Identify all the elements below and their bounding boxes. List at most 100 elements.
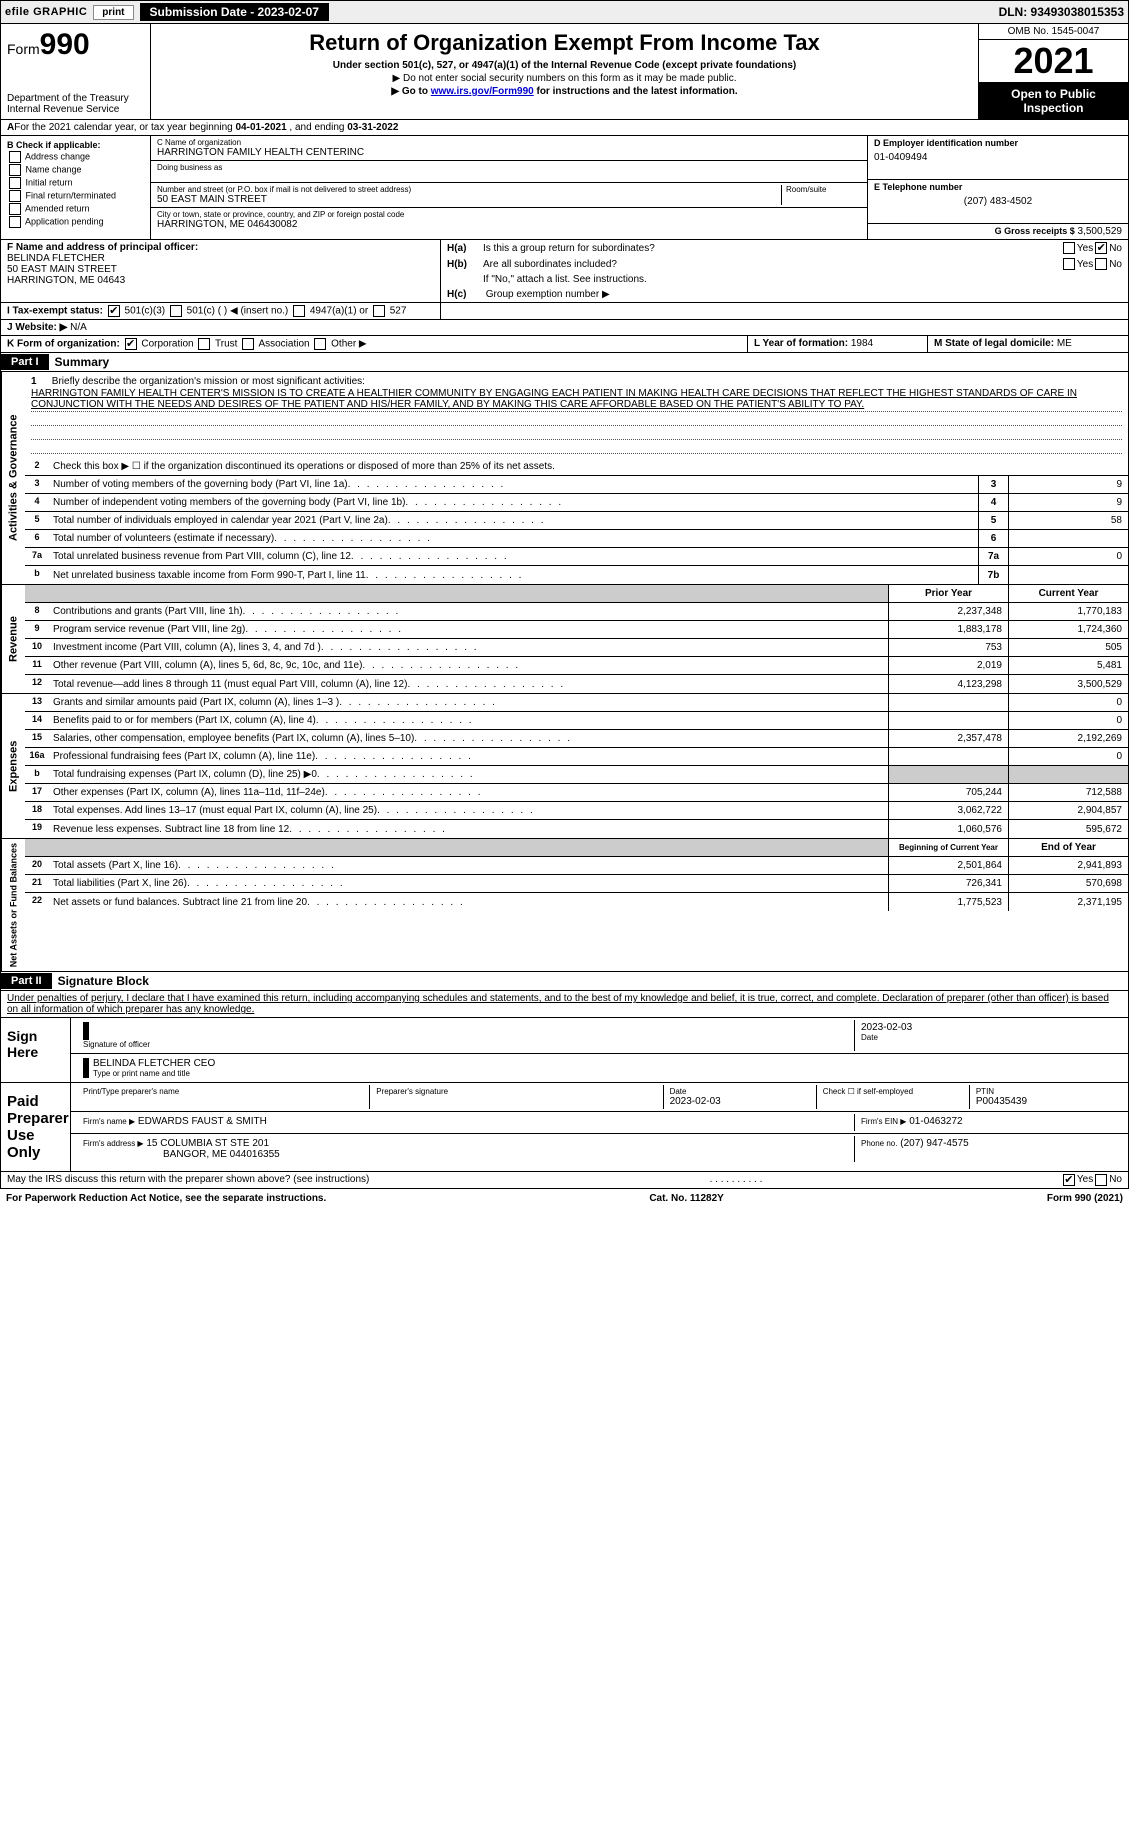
line-box: 3 xyxy=(978,476,1008,493)
line-a: AFor the 2021 calendar year, or tax year… xyxy=(0,120,1129,136)
line-12: 12 Total revenue—add lines 8 through 11 … xyxy=(25,675,1128,693)
tab-governance: Activities & Governance xyxy=(1,372,25,584)
line-num: 5 xyxy=(25,512,49,529)
current-val: 2,371,195 xyxy=(1008,893,1128,911)
gov-line-7b: b Net unrelated business taxable income … xyxy=(25,566,1128,584)
line-val xyxy=(1008,566,1128,584)
line-num: 14 xyxy=(25,712,49,729)
ha-no[interactable] xyxy=(1095,242,1107,254)
lbl-domicile: M State of legal domicile: xyxy=(934,338,1054,349)
part1-bar: Part I xyxy=(1,354,49,370)
line-num: 18 xyxy=(25,802,49,819)
officer-typed-name: BELINDA FLETCHER CEO xyxy=(93,1058,1116,1069)
cb-initial-return[interactable]: Initial return xyxy=(7,177,144,189)
line-a-pre: For the 2021 calendar year, or tax year … xyxy=(14,122,235,133)
cb-app-pending[interactable]: Application pending xyxy=(7,216,144,228)
mission-text: HARRINGTON FAMILY HEALTH CENTER'S MISSIO… xyxy=(31,387,1122,412)
firm-name: EDWARDS FAUST & SMITH xyxy=(138,1116,267,1127)
cb-corporation[interactable] xyxy=(125,338,137,350)
cb-4947[interactable] xyxy=(293,305,305,317)
block-j: J Website: ▶ N/A xyxy=(1,320,1128,335)
ha-yes[interactable] xyxy=(1063,242,1075,254)
line-num: 10 xyxy=(25,639,49,656)
city: HARRINGTON, ME 046430082 xyxy=(157,219,861,230)
line-num: 22 xyxy=(25,893,49,911)
cb-501c[interactable] xyxy=(170,305,182,317)
line-txt: Revenue less expenses. Subtract line 18 … xyxy=(49,820,888,838)
prior-val: 2,237,348 xyxy=(888,603,1008,620)
prior-val: 2,357,478 xyxy=(888,730,1008,747)
cb-name-change[interactable]: Name change xyxy=(7,164,144,176)
cb-assoc[interactable] xyxy=(242,338,254,350)
may-irs-txt: May the IRS discuss this return with the… xyxy=(7,1174,710,1186)
line-b: b Total fundraising expenses (Part IX, c… xyxy=(25,766,1128,784)
current-val: 0 xyxy=(1008,712,1128,729)
may-irs-yes[interactable] xyxy=(1063,1174,1075,1186)
line-txt: Other revenue (Part VIII, column (A), li… xyxy=(49,657,888,674)
tax-year: 2021 xyxy=(979,40,1128,83)
lbl-city: City or town, state or province, country… xyxy=(157,210,861,219)
paid-preparer-label: Paid Preparer Use Only xyxy=(1,1083,71,1171)
line-val xyxy=(1008,530,1128,547)
prior-val xyxy=(888,712,1008,729)
form-prefix: Form xyxy=(7,41,40,57)
line-num: 13 xyxy=(25,694,49,711)
block-bcd: B Check if applicable: Address change Na… xyxy=(0,136,1129,240)
dept-treasury: Department of the Treasury Internal Reve… xyxy=(7,93,144,115)
header-center: Return of Organization Exempt From Incom… xyxy=(151,24,978,119)
line-18: 18 Total expenses. Add lines 13–17 (must… xyxy=(25,802,1128,820)
q2-line: 2 Check this box ▶ ☐ if the organization… xyxy=(25,458,1128,476)
q1-txt: Briefly describe the organization's miss… xyxy=(52,376,365,387)
print-button[interactable]: print xyxy=(93,5,133,20)
inspection-label: Open to Public Inspection xyxy=(979,83,1128,119)
opt-other: Other ▶ xyxy=(331,339,366,350)
line-txt: Total number of volunteers (estimate if … xyxy=(49,530,978,547)
may-irs-no[interactable] xyxy=(1095,1174,1107,1186)
hb-yes[interactable] xyxy=(1063,258,1075,270)
current-val: 712,588 xyxy=(1008,784,1128,801)
cb-final-return[interactable]: Final return/terminated xyxy=(7,190,144,202)
firm-ein: 01-0463272 xyxy=(909,1116,962,1127)
cb-501c3[interactable] xyxy=(108,305,120,317)
net-header-row: Beginning of Current Year End of Year xyxy=(25,839,1128,857)
line-num: 3 xyxy=(25,476,49,493)
current-val: 5,481 xyxy=(1008,657,1128,674)
line-txt: Contributions and grants (Part VIII, lin… xyxy=(49,603,888,620)
current-val: 505 xyxy=(1008,639,1128,656)
prep-date: 2023-02-03 xyxy=(670,1096,810,1107)
self-employed-cb[interactable]: Check ☐ if self-employed xyxy=(823,1087,963,1096)
line-num: 4 xyxy=(25,494,49,511)
lbl-tax-status: I Tax-exempt status: xyxy=(7,306,103,317)
current-val: 570,698 xyxy=(1008,875,1128,892)
irs-link[interactable]: www.irs.gov/Form990 xyxy=(431,86,534,97)
cb-other[interactable] xyxy=(314,338,326,350)
line-num: 8 xyxy=(25,603,49,620)
lbl-form-org: K Form of organization: xyxy=(7,339,120,350)
cb-527[interactable] xyxy=(373,305,385,317)
prior-val xyxy=(888,694,1008,711)
cb-trust[interactable] xyxy=(198,338,210,350)
prior-val xyxy=(888,748,1008,765)
ein-row: D Employer identification number 01-0409… xyxy=(868,136,1128,180)
line-txt: Total revenue—add lines 8 through 11 (mu… xyxy=(49,675,888,693)
line-val: 9 xyxy=(1008,494,1128,511)
header-left: Form990 Department of the Treasury Inter… xyxy=(1,24,151,119)
section-net-assets: Net Assets or Fund Balances Beginning of… xyxy=(0,839,1129,972)
prep-name-lbl: Print/Type preparer's name xyxy=(83,1087,363,1096)
q2-txt: Check this box ▶ ☐ if the organization d… xyxy=(49,458,1128,475)
section-expenses: Expenses 13 Grants and similar amounts p… xyxy=(0,694,1129,839)
lbl-phone: E Telephone number xyxy=(874,182,1122,192)
prior-val: 705,244 xyxy=(888,784,1008,801)
gov-line-3: 3 Number of voting members of the govern… xyxy=(25,476,1128,494)
begin-year-hdr: Beginning of Current Year xyxy=(888,839,1008,856)
current-val: 1,724,360 xyxy=(1008,621,1128,638)
hb-no[interactable] xyxy=(1095,258,1107,270)
cb-amended-return[interactable]: Amended return xyxy=(7,203,144,215)
block-ij: I Tax-exempt status: 501(c)(3) 501(c) ( … xyxy=(0,303,1129,320)
block-f: F Name and address of principal officer:… xyxy=(1,240,441,302)
line-txt: Number of voting members of the governin… xyxy=(49,476,978,493)
footer-mid: Cat. No. 11282Y xyxy=(649,1193,723,1204)
opt-corp: Corporation xyxy=(141,339,193,350)
line-txt: Total number of individuals employed in … xyxy=(49,512,978,529)
cb-address-change[interactable]: Address change xyxy=(7,151,144,163)
